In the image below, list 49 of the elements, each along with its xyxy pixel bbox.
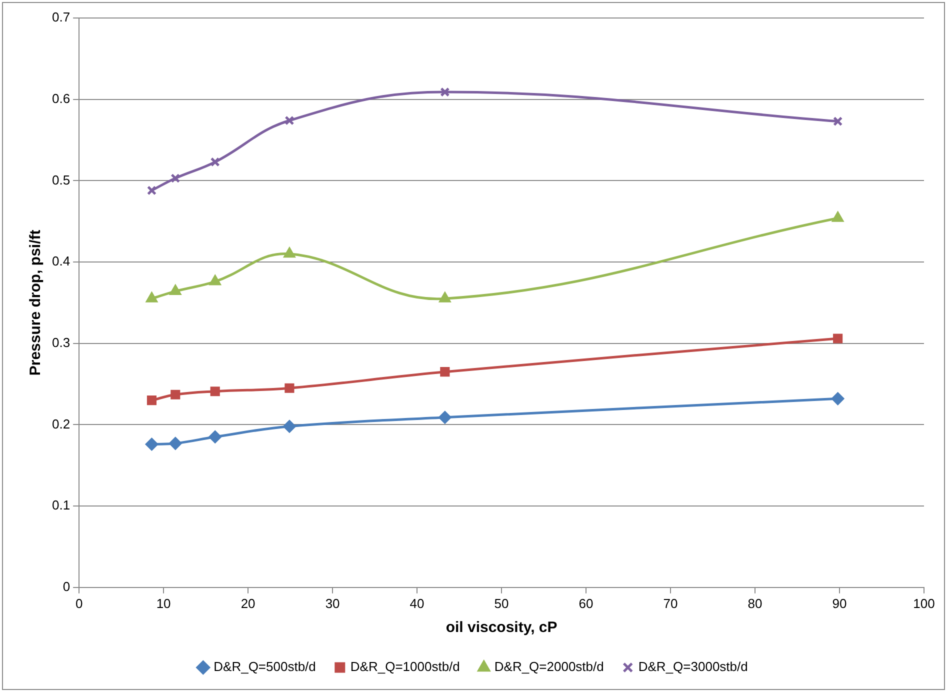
x-tick-label: 40: [410, 596, 424, 611]
x-tick-label: 70: [663, 596, 678, 611]
point: [170, 390, 180, 400]
x-tick-label: 50: [494, 596, 509, 611]
point: [284, 383, 294, 393]
point: [146, 292, 158, 302]
legend-label: D&R_Q=3000stb/d: [638, 659, 748, 674]
point: [833, 334, 843, 344]
y-tick-label: 0: [62, 578, 70, 594]
x-tick-label: 30: [325, 596, 340, 611]
x-axis-title: oil viscosity, cP: [446, 619, 558, 636]
point: [210, 157, 220, 167]
point: [284, 248, 296, 258]
point: [440, 367, 450, 377]
y-tick-label: 0.3: [52, 334, 70, 350]
x-tick-label: 90: [832, 596, 847, 611]
point: [438, 411, 452, 424]
point: [145, 438, 158, 450]
y-tick-label: 0.4: [52, 254, 70, 269]
point: [208, 430, 222, 444]
x-tick-label: 60: [578, 596, 594, 611]
point: [832, 212, 844, 222]
point: [170, 173, 180, 184]
y-tick-label: 0.5: [52, 172, 70, 188]
y-tick-label: 0.2: [52, 416, 70, 432]
y-tick-label: 0.6: [52, 90, 70, 106]
point: [210, 386, 220, 396]
point: [146, 396, 157, 406]
point: [440, 87, 450, 97]
y-axis-title: Pressure drop, psi/ft: [27, 230, 44, 376]
x-tick-label: 80: [748, 596, 762, 611]
point: [832, 392, 844, 405]
legend-label: D&R_Q=1000stb/d: [350, 659, 460, 674]
x-tick-label: 10: [156, 596, 171, 611]
x-tick-label: 100: [913, 596, 935, 611]
point: [170, 285, 181, 296]
point: [169, 437, 182, 450]
point: [284, 116, 294, 126]
point: [210, 275, 221, 286]
y-tick-label: 0.1: [52, 498, 70, 513]
legend-label: D&R_Q=2000stb/d: [494, 659, 604, 674]
point: [439, 292, 451, 302]
point: [283, 420, 296, 433]
y-tick-label: 0.7: [52, 10, 70, 25]
x-tick-label: 20: [240, 596, 256, 611]
legend-label: D&R_Q=500stb/d: [214, 659, 316, 674]
point: [833, 116, 843, 126]
x-tick-label: 0: [75, 596, 83, 611]
point: [146, 186, 157, 196]
